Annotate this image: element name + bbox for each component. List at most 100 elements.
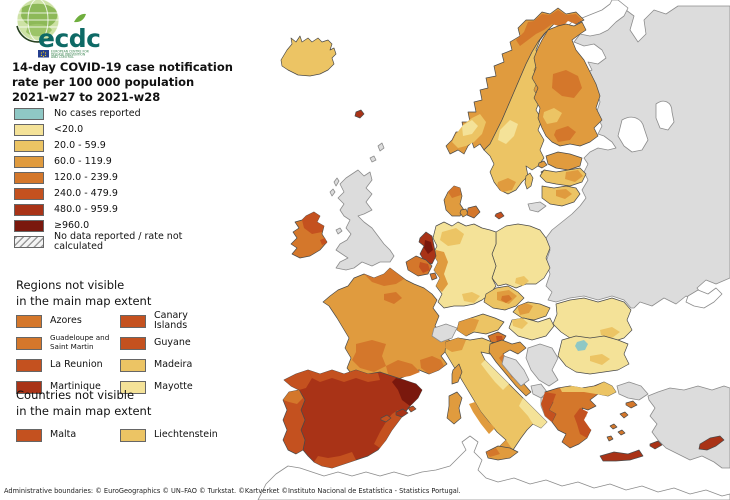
legend: No cases reported <20.0 20.0 - 59.9 60.0 - … <box>14 106 234 252</box>
country-item-label: Liechtenstein <box>154 428 218 440</box>
legend-item-label: ≥960.0 <box>54 219 90 231</box>
region-item-swatch <box>120 314 146 328</box>
map-region-north-africa <box>257 435 730 500</box>
countries-section-heading: Countries not visible in the main map ex… <box>16 388 226 419</box>
legend-item-label: 240.0 - 479.9 <box>54 187 118 199</box>
map-patch-italy-lazio <box>469 402 495 434</box>
region-item-swatch <box>16 314 42 328</box>
map-region-portugal <box>282 389 306 455</box>
map-patch-france-southwest <box>352 340 386 372</box>
region-item-label: La Reunion <box>50 358 103 370</box>
map-region-gotland <box>524 172 534 190</box>
region-item: La Reunion <box>16 354 120 376</box>
map-region-funen <box>459 208 469 218</box>
region-item-swatch <box>120 380 146 394</box>
map-patch-spain-catalonia <box>392 378 422 406</box>
legend-item: 20.0 - 59.9 <box>14 138 234 154</box>
map-patch-bulgaria-center <box>590 354 610 365</box>
country-item-label: Malta <box>50 428 77 440</box>
map-patch-czechia-dot <box>501 295 512 303</box>
map-patch-finland-west <box>552 70 582 98</box>
map-region-slovakia <box>512 301 551 321</box>
map-region-lesbos <box>625 400 638 409</box>
map-patch-germany-west <box>433 250 448 292</box>
region-item-label: Azores <box>50 314 82 326</box>
map-patch-italy-adriatic <box>481 360 509 390</box>
map-region-saaremaa <box>537 160 548 169</box>
map-patch-norway-inner <box>462 120 478 136</box>
map-region-crete <box>599 449 644 462</box>
map-patch-france-iledefrance <box>384 292 402 304</box>
legend-item-swatch <box>14 124 44 136</box>
map-patch-latvia-east <box>565 170 583 182</box>
map-patch-portugal-north <box>283 390 303 404</box>
map-region-chios <box>619 411 629 419</box>
region-item: Azores <box>16 310 120 332</box>
map-region-cyclades-1 <box>609 423 618 430</box>
map-patch-ireland-north <box>302 212 324 234</box>
country-item-swatch <box>16 428 42 442</box>
legend-item: 480.0 - 959.9 <box>14 202 234 218</box>
map-region-cyclades-2 <box>617 429 626 436</box>
legend-item: 60.0 - 119.9 <box>14 154 234 170</box>
map-patch-italy-northwest <box>445 338 466 352</box>
map-region-menorca <box>407 405 417 413</box>
legend-item: No cases reported <box>14 106 234 122</box>
map-patch-finland-inland <box>543 108 562 124</box>
region-item: Guyane <box>120 332 224 354</box>
country-item-swatch <box>120 428 146 442</box>
org-name: EUROPEAN CENTRE FOR DISEASE PREVENTION A… <box>51 49 90 58</box>
country-item: Liechtenstein <box>120 424 224 446</box>
region-item: Martinique <box>16 376 120 398</box>
region-item: Canary Islands <box>120 310 224 332</box>
map-region-bosnia <box>501 355 530 387</box>
region-item-swatch <box>120 336 146 350</box>
map-water-lake-ladoga <box>617 116 649 153</box>
legend-item-swatch <box>14 156 44 168</box>
map-region-orkney <box>369 155 377 163</box>
map-patch-spain-galicia <box>284 370 312 390</box>
map-patch-france-southeast <box>420 356 444 374</box>
countries-heading-line-1: Countries not visible <box>16 388 135 402</box>
legend-item: ≥960.0 <box>14 218 234 234</box>
map-region-luxembourg <box>429 272 438 281</box>
map-region-corsica <box>451 363 463 385</box>
region-item-label: Guyane <box>154 336 191 348</box>
map-patch-lithuania-center <box>556 189 572 199</box>
map-patch-spain-northcoast <box>308 370 380 382</box>
region-item: Mayotte <box>120 376 224 398</box>
map-patch-finland-southcoast <box>554 126 576 142</box>
map-patch-slovakia-west <box>518 303 533 315</box>
map-patch-greece-north <box>560 382 616 396</box>
legend-item-label: 20.0 - 59.9 <box>54 139 106 151</box>
regions-heading-line-1: Regions not visible <box>16 278 125 292</box>
map-region-bulgaria <box>557 335 630 375</box>
legend-item-label: <20.0 <box>54 123 84 135</box>
map-patch-sicily-west <box>486 448 500 457</box>
map-region-hebrides-south <box>329 188 336 197</box>
map-patch-austria-west <box>457 318 479 336</box>
map-region-turkey <box>647 385 730 469</box>
globe-icon <box>16 0 60 43</box>
legend-item-swatch <box>14 108 44 120</box>
region-item-swatch <box>120 358 146 372</box>
legend-item-swatch <box>14 220 44 232</box>
map-patch-france-north <box>364 268 404 286</box>
region-item: Madeira <box>120 354 224 376</box>
title-line-1: 14-day COVID-19 case notification <box>12 60 233 74</box>
map-patch-germany-south <box>462 292 480 303</box>
legend-item: 240.0 - 479.9 <box>14 186 234 202</box>
map-patch-netherlands-center <box>424 240 433 254</box>
map-patch-italy-puglia <box>519 398 547 428</box>
map-region-cyclades-3 <box>606 435 614 442</box>
map-region-romania <box>552 297 633 343</box>
attribution-footer: Administrative boundaries: © EuroGeograp… <box>4 487 461 495</box>
map-patch-bulgaria-nocases <box>575 340 588 351</box>
region-item-label: Madeira <box>154 358 193 370</box>
country-item: Malta <box>16 424 120 446</box>
map-patch-france-south <box>386 360 420 378</box>
svg-text:DISEASE PREVENTION: DISEASE PREVENTION <box>51 52 86 56</box>
map-patch-poland-south <box>515 276 529 286</box>
map-region-cyprus <box>698 435 725 451</box>
legend-item-swatch <box>14 236 44 248</box>
